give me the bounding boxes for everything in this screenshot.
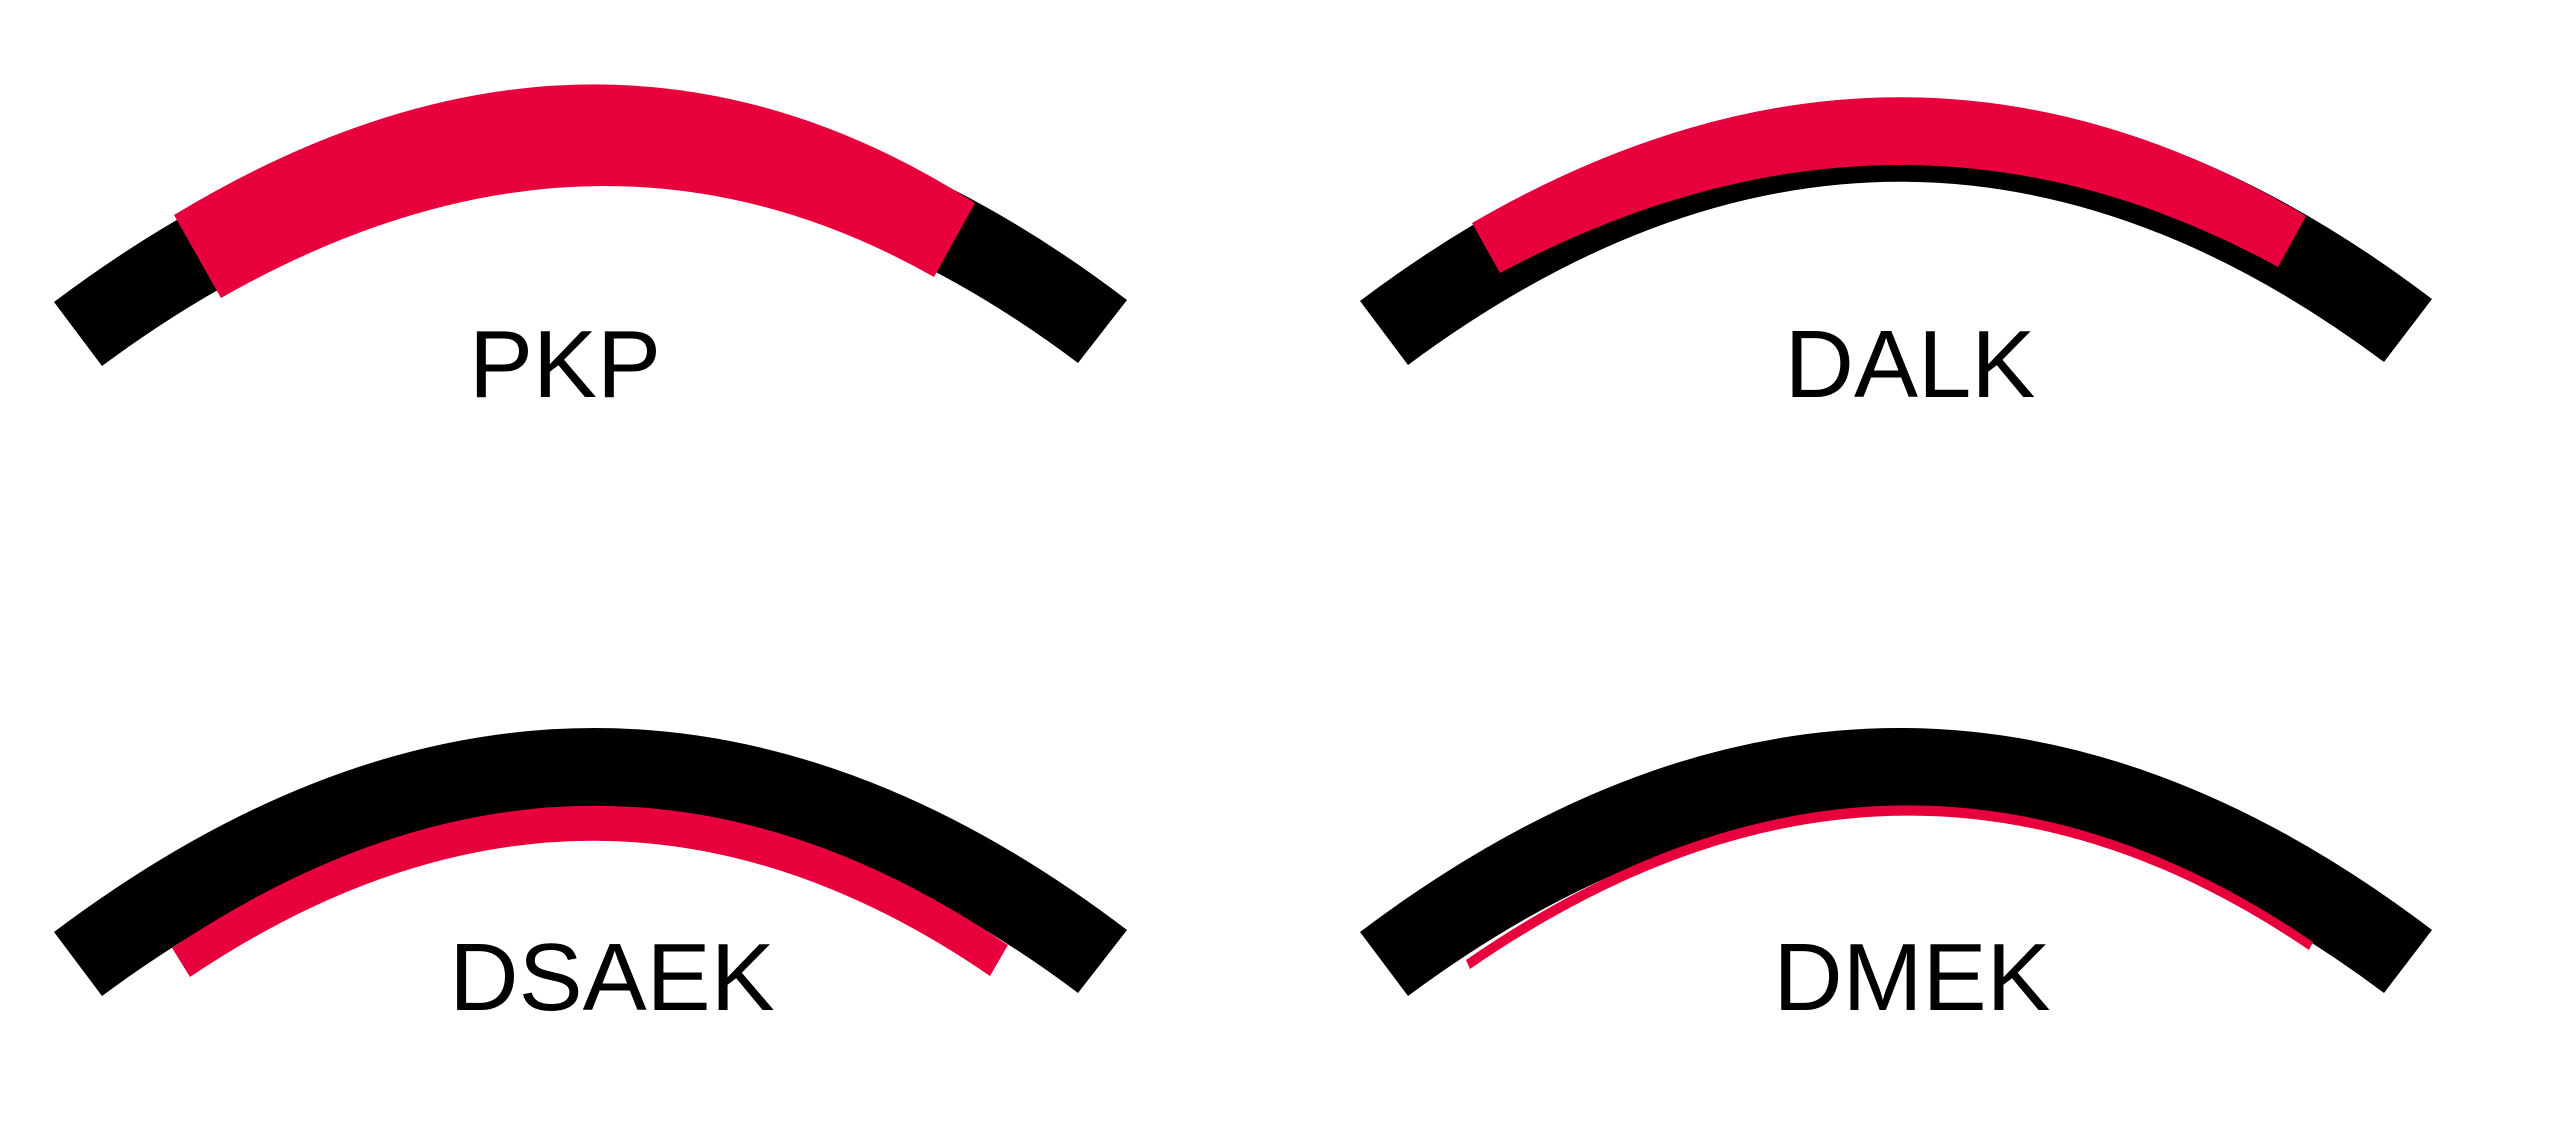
pkp-label: PKP [469,311,661,418]
dsaek-graft [172,805,1008,977]
panel-dsaek: DSAEK [54,727,1127,1031]
pkp-graft [174,84,975,298]
dmek-label: DMEK [1773,924,2050,1031]
dsaek-label: DSAEK [449,924,774,1031]
dsaek-cornea [54,727,1127,996]
panel-dalk: DALK [1360,97,2432,418]
dalk-graft [1472,97,2306,273]
panel-pkp: PKP [54,84,1127,418]
dmek-graft [1466,805,2313,969]
panel-dmek: DMEK [1360,727,2432,1031]
dalk-label: DALK [1785,311,2036,418]
dmek-cornea [1360,727,2432,996]
